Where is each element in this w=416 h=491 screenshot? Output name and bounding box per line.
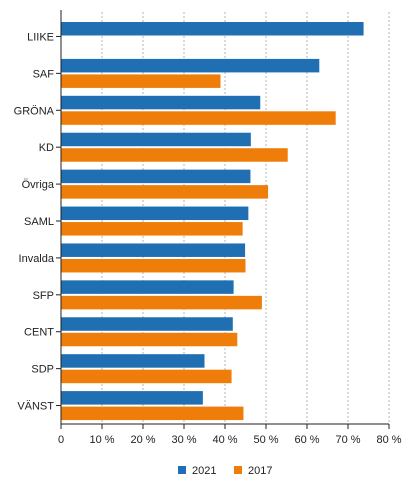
bar-saf-2017 — [61, 74, 221, 88]
bar--vriga-2017 — [61, 185, 269, 199]
category-label: LIIKE — [27, 31, 54, 43]
bar-invalda-2017 — [61, 258, 246, 273]
category-label: SFP — [33, 290, 54, 302]
category-label: KD — [39, 142, 54, 154]
x-tick-label: 30 % — [171, 434, 196, 446]
bar-cent-2017 — [61, 332, 238, 347]
legend-label-2021: 2021 — [192, 465, 216, 477]
legend-swatch-2017 — [234, 466, 242, 474]
bar-sdp-2017 — [61, 369, 232, 384]
bar-gr-na-2017 — [61, 111, 336, 125]
x-tick-label: 10 % — [89, 434, 114, 446]
bar-invalda-2021 — [61, 243, 246, 257]
x-tick-label: 20 % — [130, 434, 155, 446]
bar-kd-2017 — [61, 148, 288, 162]
bar-v-nst-2017 — [61, 406, 244, 421]
x-tick-label: 0 — [58, 434, 64, 446]
x-tick-label: 40 % — [212, 434, 237, 446]
bar-kd-2021 — [61, 132, 251, 147]
category-label: SAF — [33, 68, 55, 80]
category-labels: LIIKE SAF GRÖNA KD Övriga SAML Invalda SFP CENT S… — [14, 31, 55, 412]
bar-sfp-2021 — [61, 280, 234, 294]
x-tick-label: 80 % — [376, 434, 401, 446]
x-tick-label: 50 % — [253, 434, 278, 446]
category-label: Invalda — [19, 253, 55, 265]
legend: 2021 2017 — [178, 465, 272, 477]
bar-saml-2021 — [61, 206, 249, 221]
bar-saf-2021 — [61, 58, 320, 73]
legend-swatch-2021 — [178, 466, 186, 474]
category-label: SAML — [24, 216, 54, 228]
category-label: VÄNST — [17, 401, 54, 413]
category-label: GRÖNA — [14, 105, 55, 117]
bars — [61, 22, 364, 421]
category-label: SDP — [31, 364, 54, 376]
bar-liike-2021 — [61, 22, 364, 36]
bar-sfp-2017 — [61, 295, 262, 310]
bar-v-nst-2021 — [61, 391, 203, 405]
axes — [56, 10, 390, 429]
category-label: CENT — [24, 327, 54, 339]
bar-cent-2021 — [61, 317, 233, 331]
bar-gr-na-2021 — [61, 95, 261, 110]
x-tick-label: 70 % — [335, 434, 360, 446]
bar--vriga-2021 — [61, 169, 251, 184]
bar-saml-2017 — [61, 222, 243, 236]
legend-label-2017: 2017 — [248, 465, 272, 477]
category-label: Övriga — [22, 179, 55, 191]
bar-sdp-2021 — [61, 354, 205, 368]
tick-labels: 0 10 % 20 % 30 % 40 % 50 % 60 % 70 % 80 % — [58, 434, 402, 446]
x-tick-label: 60 % — [294, 434, 319, 446]
